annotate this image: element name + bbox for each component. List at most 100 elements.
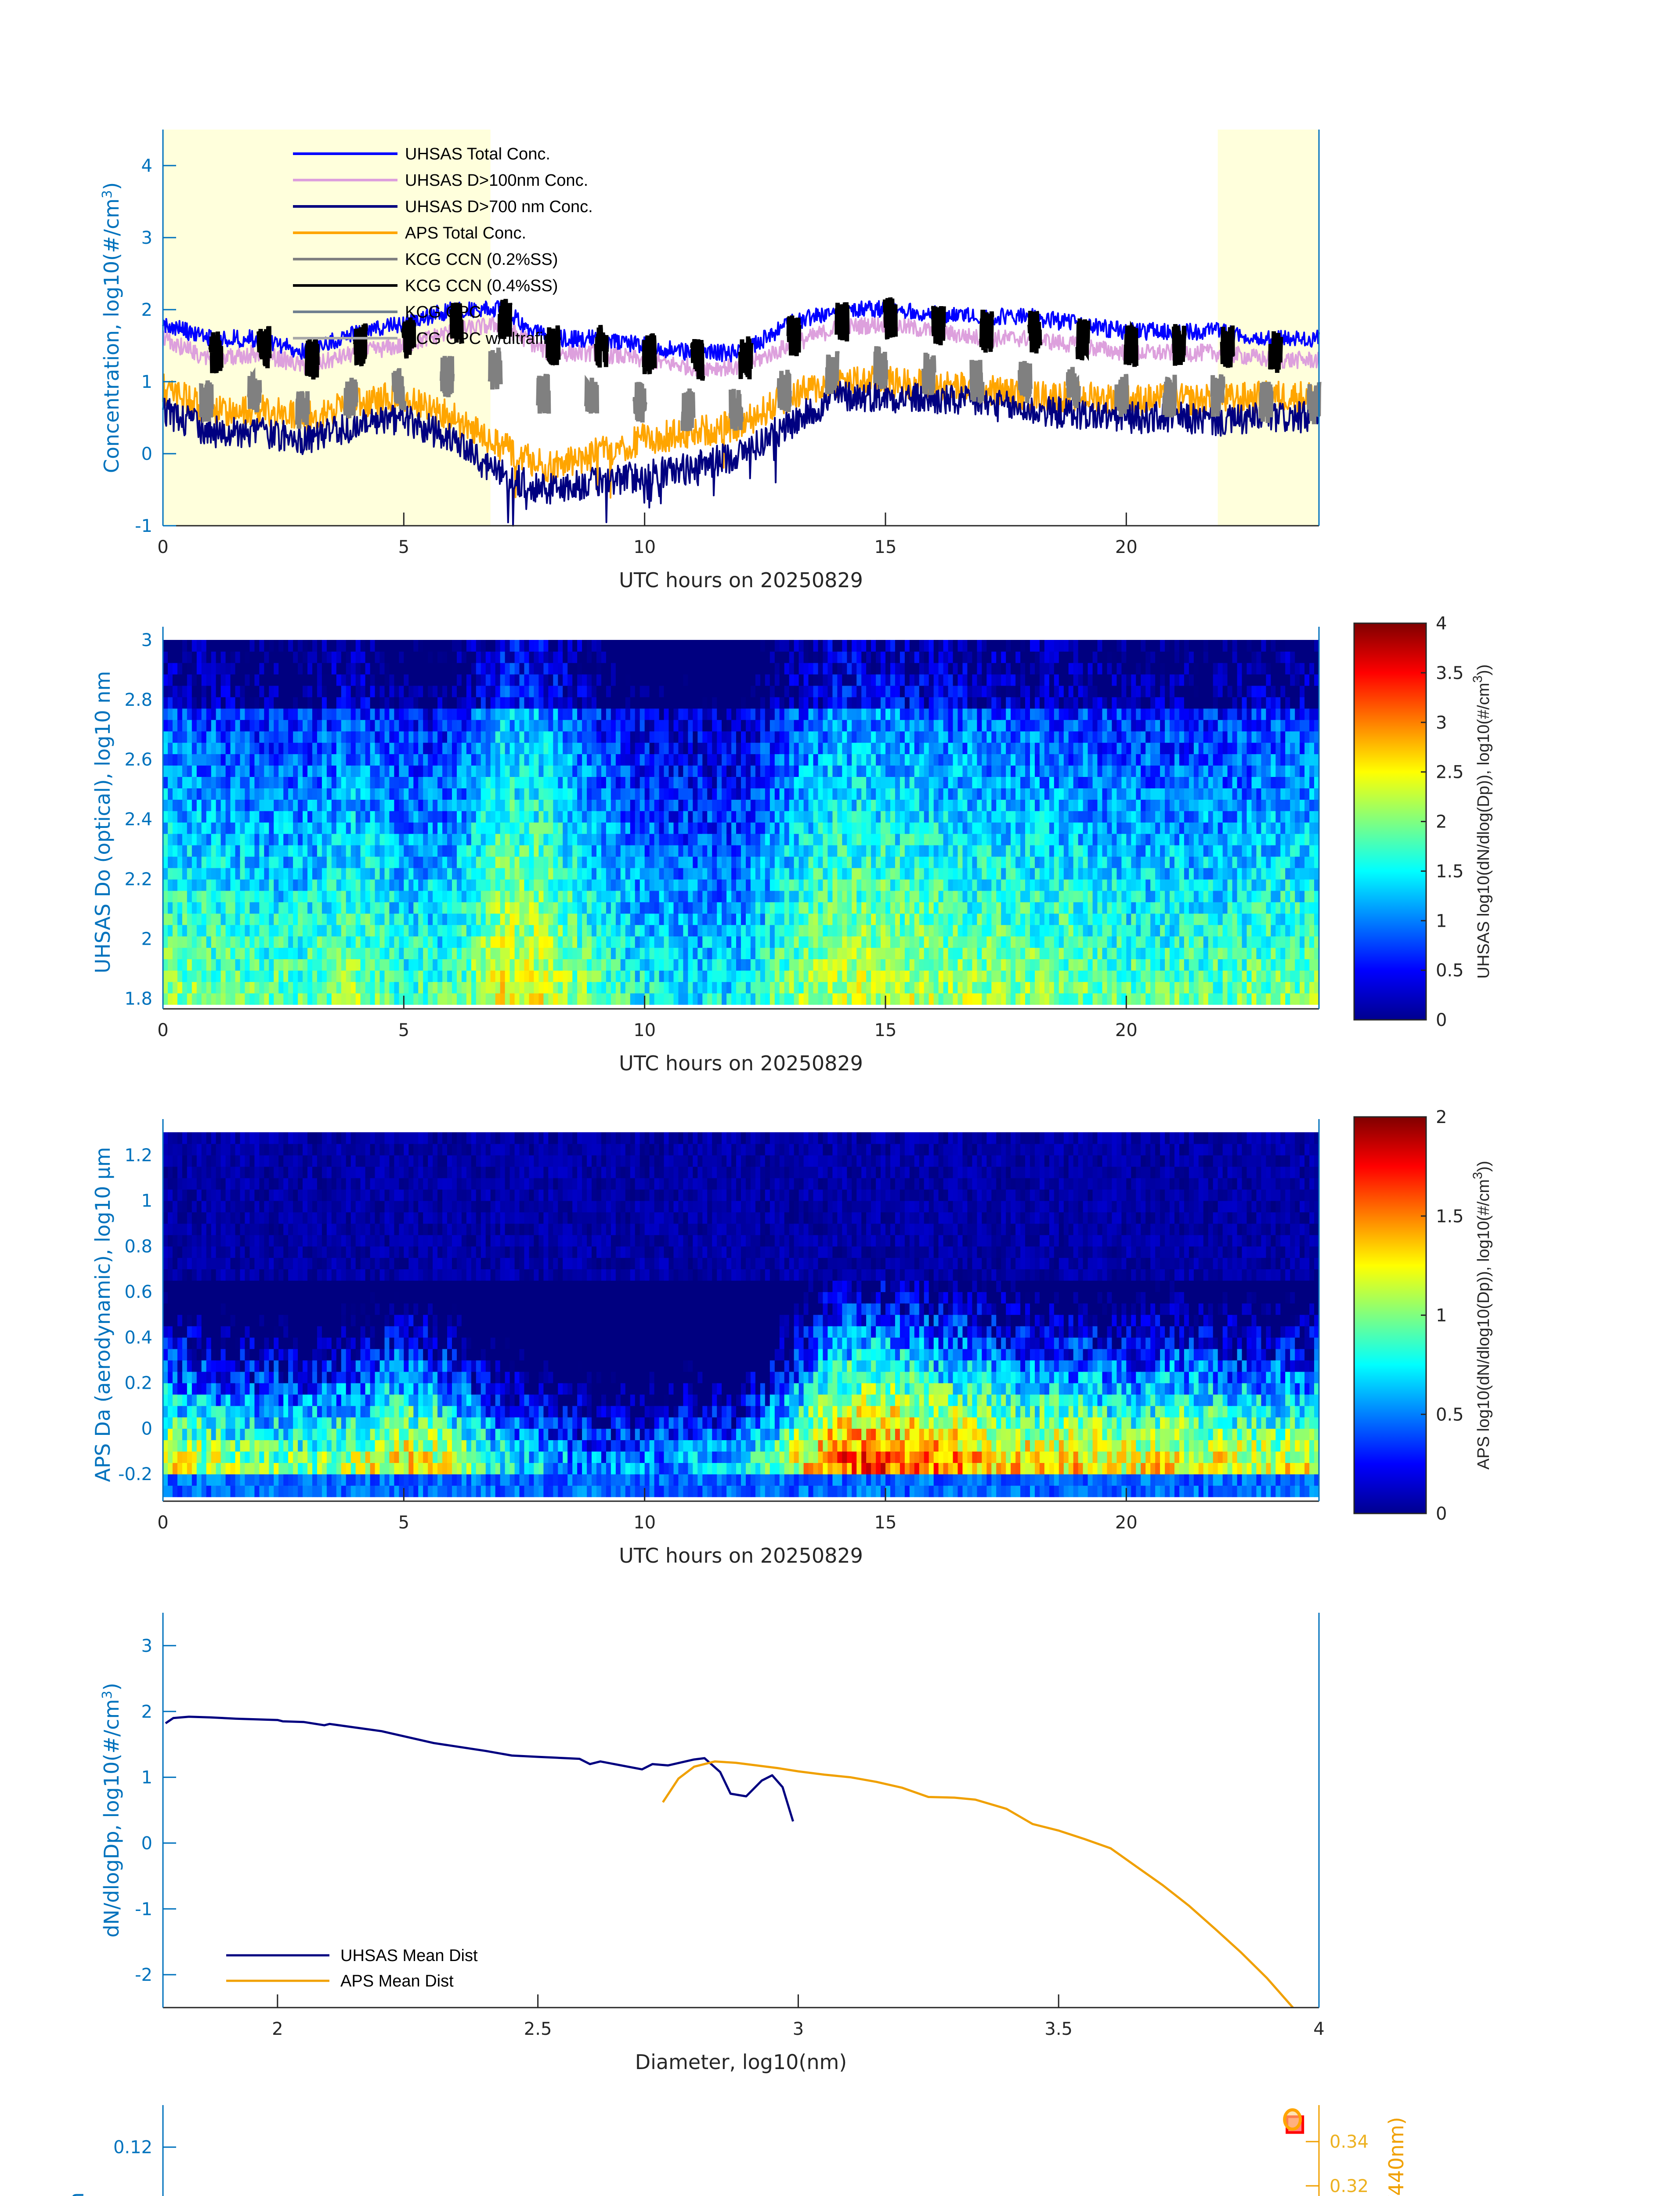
heatmap-cell [856, 697, 862, 709]
heatmap-cell [433, 925, 438, 937]
heatmap-cell [245, 662, 250, 675]
heatmap-cell [693, 685, 698, 697]
heatmap-cell [625, 833, 631, 845]
heatmap-cell [577, 947, 582, 959]
heatmap-cell [505, 993, 510, 1005]
heatmap-cell [312, 662, 318, 675]
heatmap-cell [774, 731, 780, 743]
heatmap-cell [818, 742, 824, 755]
heatmap-cell [476, 731, 481, 743]
heatmap-cell [249, 662, 255, 675]
heatmap-cell [168, 982, 173, 993]
heatmap-cell [529, 765, 535, 777]
heatmap-cell [697, 970, 703, 982]
heatmap-cell [832, 982, 838, 993]
heatmap-cell [876, 856, 881, 868]
heatmap-cell [298, 959, 303, 971]
heatmap-cell [890, 982, 896, 993]
conc-y-axis-title: Concentration, log10(#/cm3) [100, 182, 123, 473]
heatmap-cell [798, 993, 804, 1005]
heatmap-cell [630, 765, 636, 777]
heatmap-cell [746, 913, 751, 925]
heatmap-cell [837, 685, 843, 697]
heatmap-cell [355, 890, 361, 903]
heatmap-cell [789, 970, 795, 982]
heatmap-cell [885, 879, 891, 891]
heatmap-cell [481, 833, 486, 845]
heatmap-cell [774, 936, 780, 948]
heatmap-cell [534, 947, 539, 959]
heatmap-cell [293, 993, 298, 1005]
heatmap-cell [813, 742, 819, 755]
heatmap-cell [784, 765, 790, 777]
heatmap-cell [196, 788, 202, 800]
heatmap-cell [808, 867, 814, 880]
heatmap-cell [317, 936, 322, 948]
heatmap-cell [191, 879, 197, 891]
heatmap-cell [519, 822, 525, 834]
heatmap-cell [697, 799, 703, 811]
heatmap-cell [630, 777, 636, 788]
heatmap-cell [379, 913, 385, 925]
heatmap-cell [269, 662, 275, 675]
heatmap-cell [678, 856, 684, 868]
heatmap-cell [577, 674, 582, 686]
heatmap-cell [249, 799, 255, 811]
heatmap-cell [211, 902, 217, 914]
heatmap-cell [201, 674, 207, 686]
heatmap-cell [746, 777, 751, 788]
heatmap-cell [447, 742, 452, 755]
heatmap-cell [370, 731, 376, 743]
heatmap-cell [259, 879, 265, 891]
heatmap-cell [249, 697, 255, 709]
heatmap-cell [736, 970, 741, 982]
heatmap-cell [389, 936, 395, 948]
heatmap-cell [346, 697, 351, 709]
heatmap-cell [283, 719, 289, 732]
heatmap-cell [322, 913, 327, 925]
heatmap-cell [702, 970, 708, 982]
heatmap-cell [461, 982, 467, 993]
heatmap-cell [808, 788, 814, 800]
heatmap-cell [722, 959, 727, 971]
heatmap-cell [823, 719, 828, 732]
heatmap-cell [548, 890, 554, 903]
heatmap-cell [760, 651, 766, 663]
heatmap-cell [765, 731, 770, 743]
heatmap-cell [615, 902, 621, 914]
heatmap-cell [254, 719, 260, 732]
heatmap-cell [746, 708, 751, 720]
heatmap-cell [741, 799, 746, 811]
heatmap-cell [654, 788, 660, 800]
heatmap-cell [346, 651, 351, 663]
heatmap-cell [707, 867, 712, 880]
heatmap-cell [177, 902, 183, 914]
heatmap-cell [365, 731, 371, 743]
heatmap-cell [201, 867, 207, 880]
heatmap-cell [871, 765, 876, 777]
heatmap-cell [177, 822, 183, 834]
heatmap-cell [803, 674, 809, 686]
heatmap-cell [249, 640, 255, 652]
heatmap-cell [254, 685, 260, 697]
heatmap-cell [615, 697, 621, 709]
heatmap-cell [298, 993, 303, 1005]
heatmap-cell [885, 674, 891, 686]
heatmap-cell [375, 719, 380, 732]
heatmap-cell [331, 913, 337, 925]
heatmap-cell [794, 993, 799, 1005]
heatmap-cell [355, 697, 361, 709]
heatmap-cell [182, 879, 188, 891]
heatmap-cell [230, 902, 236, 914]
heatmap-cell [447, 811, 452, 823]
heatmap-cell [514, 765, 520, 777]
heatmap-cell [794, 856, 799, 868]
heatmap-cell [490, 845, 496, 857]
heatmap-cell [196, 685, 202, 697]
heatmap-cell [452, 959, 457, 971]
heatmap-cell [235, 651, 241, 663]
heatmap-cell [592, 685, 597, 697]
heatmap-cell [847, 742, 853, 755]
heatmap-cell [659, 674, 665, 686]
heatmap-cell [818, 982, 824, 993]
